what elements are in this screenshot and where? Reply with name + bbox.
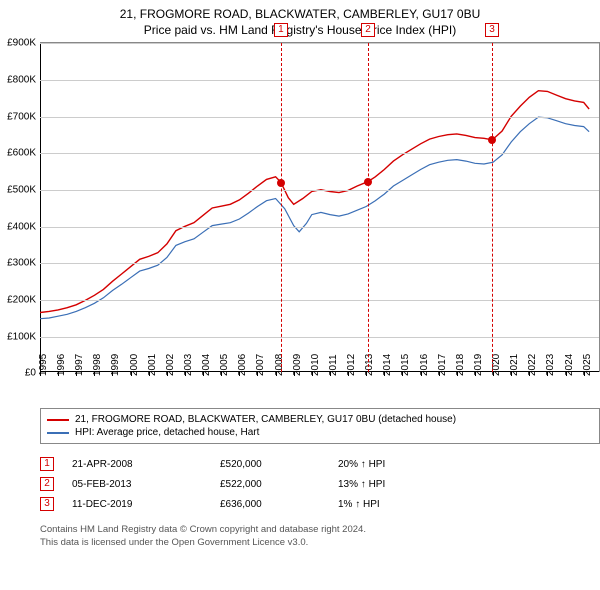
series-line-property (40, 91, 589, 313)
attribution-line-2: This data is licensed under the Open Gov… (40, 537, 600, 549)
y-tick-label: £500K (7, 185, 40, 196)
x-tick-label: 2002 (165, 354, 176, 376)
y-tick-label: £400K (7, 221, 40, 232)
sales-row-marker: 3 (40, 497, 54, 511)
x-tick-label: 2000 (129, 354, 140, 376)
x-tick-label: 2025 (582, 354, 593, 376)
x-tick-label: 2011 (328, 355, 339, 377)
x-tick-label: 2009 (292, 354, 303, 376)
x-tick-label: 2018 (455, 354, 466, 376)
y-gridline (40, 153, 599, 154)
sale-marker-vline (492, 43, 493, 372)
legend-row: 21, FROGMORE ROAD, BLACKWATER, CAMBERLEY… (47, 413, 593, 426)
sales-row-delta: 20% ↑ HPI (338, 459, 458, 470)
attribution-line-1: Contains HM Land Registry data © Crown c… (40, 524, 600, 536)
sales-row-date: 11-DEC-2019 (72, 499, 202, 510)
title-line-2: Price paid vs. HM Land Registry's House … (8, 22, 592, 38)
sales-row: 3 11-DEC-2019 £636,000 1% ↑ HPI (40, 494, 600, 514)
x-tick-label: 2013 (364, 354, 375, 376)
sale-dot (364, 178, 372, 186)
x-tick-label: 2004 (201, 354, 212, 376)
sale-dot (488, 136, 496, 144)
x-tick-label: 2016 (419, 354, 430, 376)
title-block: 21, FROGMORE ROAD, BLACKWATER, CAMBERLEY… (8, 6, 592, 38)
x-tick-label: 2006 (237, 354, 248, 376)
y-gridline (40, 263, 599, 264)
line-series-svg (40, 43, 600, 373)
plot-area: £0£100K£200K£300K£400K£500K£600K£700K£80… (40, 42, 600, 372)
sales-row-date: 21-APR-2008 (72, 459, 202, 470)
y-tick-label: £300K (7, 258, 40, 269)
sales-row-delta: 1% ↑ HPI (338, 499, 458, 510)
y-tick-label: £800K (7, 75, 40, 86)
x-tick-label: 2019 (473, 354, 484, 376)
y-tick-label: £900K (7, 38, 40, 49)
x-tick-label: 2007 (255, 354, 266, 376)
y-gridline (40, 117, 599, 118)
legend-row: HPI: Average price, detached house, Hart (47, 426, 593, 439)
below-chart: 21, FROGMORE ROAD, BLACKWATER, CAMBERLEY… (40, 408, 600, 549)
legend-label: 21, FROGMORE ROAD, BLACKWATER, CAMBERLEY… (75, 414, 456, 425)
legend-swatch (47, 432, 69, 434)
title-line-1: 21, FROGMORE ROAD, BLACKWATER, CAMBERLEY… (8, 6, 592, 22)
sales-row-price: £522,000 (220, 479, 320, 490)
sale-marker-vline (281, 43, 282, 372)
y-gridline (40, 190, 599, 191)
x-tick-label: 1995 (38, 354, 49, 376)
x-tick-label: 2022 (527, 354, 538, 376)
sales-row-marker: 2 (40, 477, 54, 491)
sale-dot (277, 179, 285, 187)
sales-row-delta: 13% ↑ HPI (338, 479, 458, 490)
series-line-hpi (40, 117, 589, 319)
x-tick-label: 1999 (110, 354, 121, 376)
sale-marker-box: 1 (274, 23, 288, 37)
x-tick-label: 1997 (74, 354, 85, 376)
legend-label: HPI: Average price, detached house, Hart (75, 427, 259, 438)
y-gridline (40, 80, 599, 81)
attribution: Contains HM Land Registry data © Crown c… (40, 524, 600, 549)
sale-marker-box: 3 (485, 23, 499, 37)
x-tick-label: 2024 (564, 354, 575, 376)
x-tick-label: 2017 (437, 354, 448, 376)
y-tick-label: £700K (7, 111, 40, 122)
sale-marker-box: 2 (361, 23, 375, 37)
sales-row-marker: 1 (40, 457, 54, 471)
legend: 21, FROGMORE ROAD, BLACKWATER, CAMBERLEY… (40, 408, 600, 444)
sales-row-date: 05-FEB-2013 (72, 479, 202, 490)
y-gridline (40, 227, 599, 228)
x-tick-label: 2001 (147, 354, 158, 376)
y-gridline (40, 337, 599, 338)
x-tick-label: 1996 (56, 354, 67, 376)
sales-row: 2 05-FEB-2013 £522,000 13% ↑ HPI (40, 474, 600, 494)
y-tick-label: £200K (7, 295, 40, 306)
x-tick-label: 2003 (183, 354, 194, 376)
x-tick-label: 2008 (274, 354, 285, 376)
x-tick-label: 2012 (346, 354, 357, 376)
x-tick-label: 1998 (92, 354, 103, 376)
x-tick-label: 2023 (545, 354, 556, 376)
sales-table: 1 21-APR-2008 £520,000 20% ↑ HPI 2 05-FEB-201… (40, 454, 600, 514)
x-tick-label: 2014 (382, 354, 393, 376)
chart-container: 21, FROGMORE ROAD, BLACKWATER, CAMBERLEY… (0, 0, 600, 553)
x-tick-label: 2005 (219, 354, 230, 376)
y-tick-label: £600K (7, 148, 40, 159)
x-tick-label: 2015 (400, 354, 411, 376)
y-gridline (40, 300, 599, 301)
y-tick-label: £100K (7, 331, 40, 342)
sales-row-price: £636,000 (220, 499, 320, 510)
x-tick-label: 2010 (310, 354, 321, 376)
sales-row-price: £520,000 (220, 459, 320, 470)
legend-swatch (47, 419, 69, 421)
y-gridline (40, 43, 599, 44)
sale-marker-vline (368, 43, 369, 372)
sales-row: 1 21-APR-2008 £520,000 20% ↑ HPI (40, 454, 600, 474)
x-tick-label: 2021 (509, 354, 520, 376)
